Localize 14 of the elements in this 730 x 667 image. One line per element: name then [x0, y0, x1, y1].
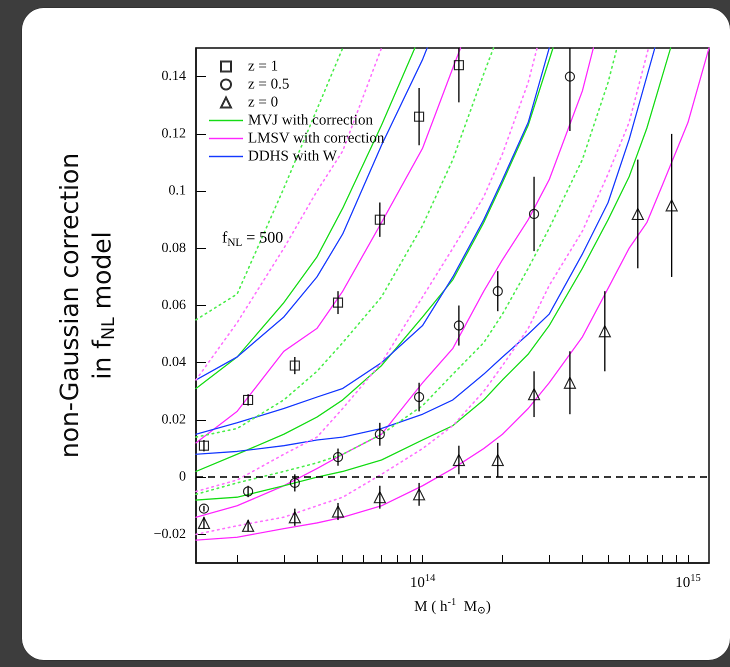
y-tick-label: 0.1: [168, 184, 186, 199]
legend-label: MVJ with correction: [248, 112, 374, 128]
legend-label: z = 0.5: [248, 76, 290, 92]
y-tick-label: 0.06: [162, 298, 186, 313]
y-tick-label: 0.08: [162, 240, 186, 256]
legend-label: z = 0: [248, 94, 278, 110]
y-tick-label: 0.12: [162, 126, 186, 142]
legend-label: DDHS with W: [248, 148, 338, 164]
y-tick-label: −0.02: [154, 526, 186, 542]
y-tick-label: 0.02: [162, 412, 186, 428]
y-tick-label: 0: [179, 470, 186, 485]
y-tick-label: 0.04: [162, 355, 186, 370]
y-tick-label: 0.14: [162, 69, 186, 84]
legend-label: z = 1: [248, 58, 278, 74]
